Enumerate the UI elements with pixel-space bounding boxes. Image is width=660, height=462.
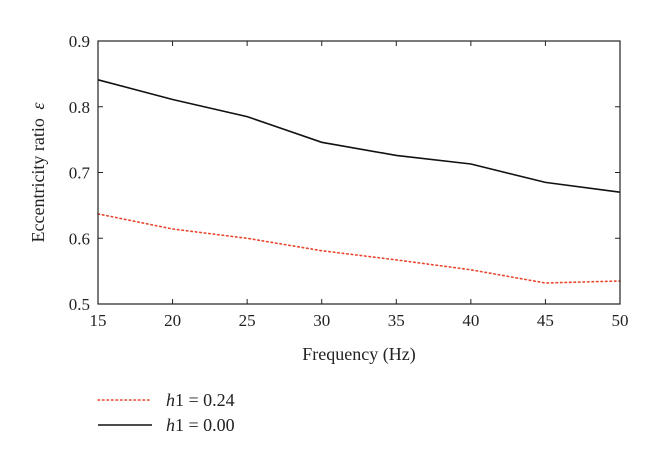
- y-axis-title-symbol: ε: [28, 102, 48, 110]
- series-line-1: [97, 213, 621, 284]
- y-tick-label: 0.7: [69, 164, 91, 183]
- legend-label-1: h1 = 0.24: [166, 390, 235, 410]
- x-tick-label: 40: [462, 311, 479, 330]
- y-tick-label: 0.6: [69, 229, 90, 248]
- x-axis-title: Frequency (Hz): [302, 344, 415, 365]
- y-tick-label: 0.8: [69, 98, 90, 117]
- x-tick-label: 20: [164, 311, 181, 330]
- x-tick-label: 45: [537, 311, 554, 330]
- svg-text:Eccentricity ratio ε: Eccentricity ratio ε: [28, 102, 48, 243]
- legend: h1 = 0.24 h1 = 0.00: [97, 390, 235, 435]
- y-axis-title: Eccentricity ratio ε: [28, 102, 48, 243]
- x-tick-label: 25: [239, 311, 256, 330]
- y-tick-label: 0.5: [69, 295, 90, 314]
- y-tick-label: 0.9: [69, 32, 90, 51]
- x-tick-label: 35: [388, 311, 405, 330]
- x-tick-label: 50: [612, 311, 629, 330]
- x-tick-label: 30: [313, 311, 330, 330]
- series-line-2: [97, 79, 621, 193]
- legend-label-2: h1 = 0.00: [166, 415, 235, 435]
- x-tick-label: 15: [90, 311, 107, 330]
- plot-frame: [97, 40, 621, 305]
- y-axis-title-text: Eccentricity ratio: [28, 118, 48, 242]
